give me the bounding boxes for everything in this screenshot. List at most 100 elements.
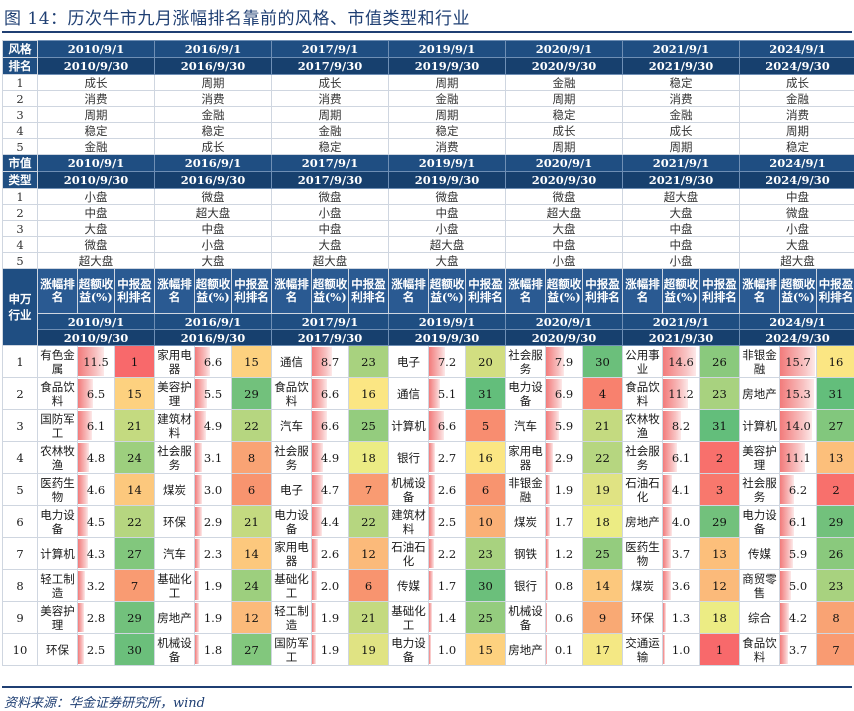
excess-return-value: 2.5 xyxy=(437,514,457,529)
excess-return-value: 3.7 xyxy=(671,546,691,561)
profit-rank-cell: 7 xyxy=(114,569,155,602)
excess-return-bar xyxy=(78,507,89,536)
excess-return-bar xyxy=(429,507,435,536)
profit-rank-cell: 20 xyxy=(465,345,506,378)
industry-corner: 申万行业 xyxy=(2,268,38,346)
period-end: 2019/9/30 xyxy=(388,329,506,346)
profit-rank-cell: 30 xyxy=(114,633,155,666)
industry-name: 医药生物 xyxy=(37,473,78,506)
profit-rank-cell: 13 xyxy=(699,537,740,570)
source-rule xyxy=(2,686,852,688)
excess-return-bar xyxy=(195,539,201,568)
industry-name: 商贸零售 xyxy=(739,569,780,602)
excess-return-value: 2.2 xyxy=(437,546,457,561)
excess-return-value: 2.5 xyxy=(86,642,106,657)
industry-name: 食品饮料 xyxy=(37,377,78,410)
period-start: 2017/9/1 xyxy=(271,154,389,172)
profit-rank-cell: 15 xyxy=(465,633,506,666)
cap-cell: 小盘 xyxy=(622,252,740,269)
style-cell: 周期 xyxy=(505,138,623,155)
excess-return-cell: 2.2 xyxy=(428,537,466,570)
industry-name: 轻工制造 xyxy=(271,601,312,634)
sub-header-profit: 中报盈利排名 xyxy=(699,268,740,314)
style-cell: 稳定 xyxy=(37,122,155,139)
excess-return-bar xyxy=(546,475,551,504)
excess-return-value: 7.2 xyxy=(437,354,457,369)
cap-cell: 小盘 xyxy=(505,252,623,269)
industry-name: 通信 xyxy=(388,377,429,410)
excess-return-value: 2.0 xyxy=(320,578,340,593)
excess-return-bar xyxy=(78,635,84,664)
excess-return-value: 3.1 xyxy=(203,450,223,465)
period-end: 2024/9/30 xyxy=(739,329,854,346)
profit-rank-cell: 14 xyxy=(582,569,623,602)
excess-return-value: 15.7 xyxy=(785,354,811,369)
excess-return-cell: 1.7 xyxy=(545,505,583,538)
period-start: 2019/9/1 xyxy=(388,313,506,330)
excess-return-cell: 6.1 xyxy=(779,505,817,538)
excess-return-bar xyxy=(546,603,548,632)
excess-return-cell: 3.7 xyxy=(779,633,817,666)
excess-return-bar xyxy=(195,411,207,440)
cap-cell: 超大盘 xyxy=(505,204,623,221)
period-start: 2024/9/1 xyxy=(739,40,854,58)
profit-rank-cell: 15 xyxy=(114,377,155,410)
cap-cell: 大盘 xyxy=(739,236,854,253)
cap-cell: 中盘 xyxy=(37,204,155,221)
excess-return-bar xyxy=(78,475,89,504)
period-end: 2010/9/30 xyxy=(37,329,155,346)
style-cell: 周期 xyxy=(37,106,155,123)
excess-return-value: 8.7 xyxy=(320,354,340,369)
cap-cell: 微盘 xyxy=(37,236,155,253)
excess-return-value: 2.3 xyxy=(203,546,223,561)
industry-name: 家用电器 xyxy=(271,537,312,570)
excess-return-value: 4.0 xyxy=(671,514,691,529)
excess-return-cell: 6.9 xyxy=(545,377,583,410)
period-end: 2020/9/30 xyxy=(505,57,623,75)
excess-return-bar xyxy=(546,411,560,440)
excess-return-bar xyxy=(78,379,93,408)
excess-return-value: 5.0 xyxy=(788,578,808,593)
style-cell: 成长 xyxy=(37,74,155,91)
style-cell: 周期 xyxy=(739,122,854,139)
cap-corner-bottom: 类型 xyxy=(2,171,38,189)
industry-name: 建筑材料 xyxy=(154,409,195,442)
excess-return-bar xyxy=(780,571,792,600)
excess-return-value: 4.6 xyxy=(86,482,106,497)
profit-rank-cell: 12 xyxy=(348,537,389,570)
profit-rank-cell: 5 xyxy=(465,409,506,442)
industry-name: 综合 xyxy=(739,601,780,634)
excess-return-value: 3.6 xyxy=(671,578,691,593)
industry-name: 汽车 xyxy=(271,409,312,442)
excess-return-bar xyxy=(429,603,433,632)
excess-return-cell: 4.4 xyxy=(311,505,349,538)
period-start: 2017/9/1 xyxy=(271,313,389,330)
excess-return-cell: 6.6 xyxy=(311,377,349,410)
excess-return-bar xyxy=(429,539,434,568)
industry-name: 石油石化 xyxy=(388,537,429,570)
industry-name: 机械设备 xyxy=(388,473,429,506)
period-end: 2016/9/30 xyxy=(154,171,272,189)
rank-cell: 2 xyxy=(2,90,38,107)
excess-return-cell: 2.9 xyxy=(545,441,583,474)
profit-rank-cell: 31 xyxy=(465,377,506,410)
excess-return-bar xyxy=(312,347,332,376)
excess-return-value: 4.9 xyxy=(203,418,223,433)
period-start: 2010/9/1 xyxy=(37,40,155,58)
excess-return-value: 4.9 xyxy=(320,450,340,465)
industry-name: 煤炭 xyxy=(622,569,663,602)
profit-rank-cell: 9 xyxy=(582,601,623,634)
profit-rank-cell: 1 xyxy=(114,345,155,378)
style-cell: 成长 xyxy=(622,122,740,139)
style-cell: 稳定 xyxy=(739,138,854,155)
industry-name: 家用电器 xyxy=(154,345,195,378)
excess-return-value: 4.8 xyxy=(86,450,106,465)
style-cell: 金融 xyxy=(271,122,389,139)
sub-header-excess: 超额收益(%) xyxy=(194,268,232,314)
rank-cell: 6 xyxy=(2,505,38,538)
sub-header-profit: 中报盈利排名 xyxy=(114,268,155,314)
profit-rank-cell: 13 xyxy=(816,441,854,474)
excess-return-value: 6.1 xyxy=(86,418,106,433)
rank-cell: 2 xyxy=(2,377,38,410)
cap-cell: 中盘 xyxy=(505,236,623,253)
